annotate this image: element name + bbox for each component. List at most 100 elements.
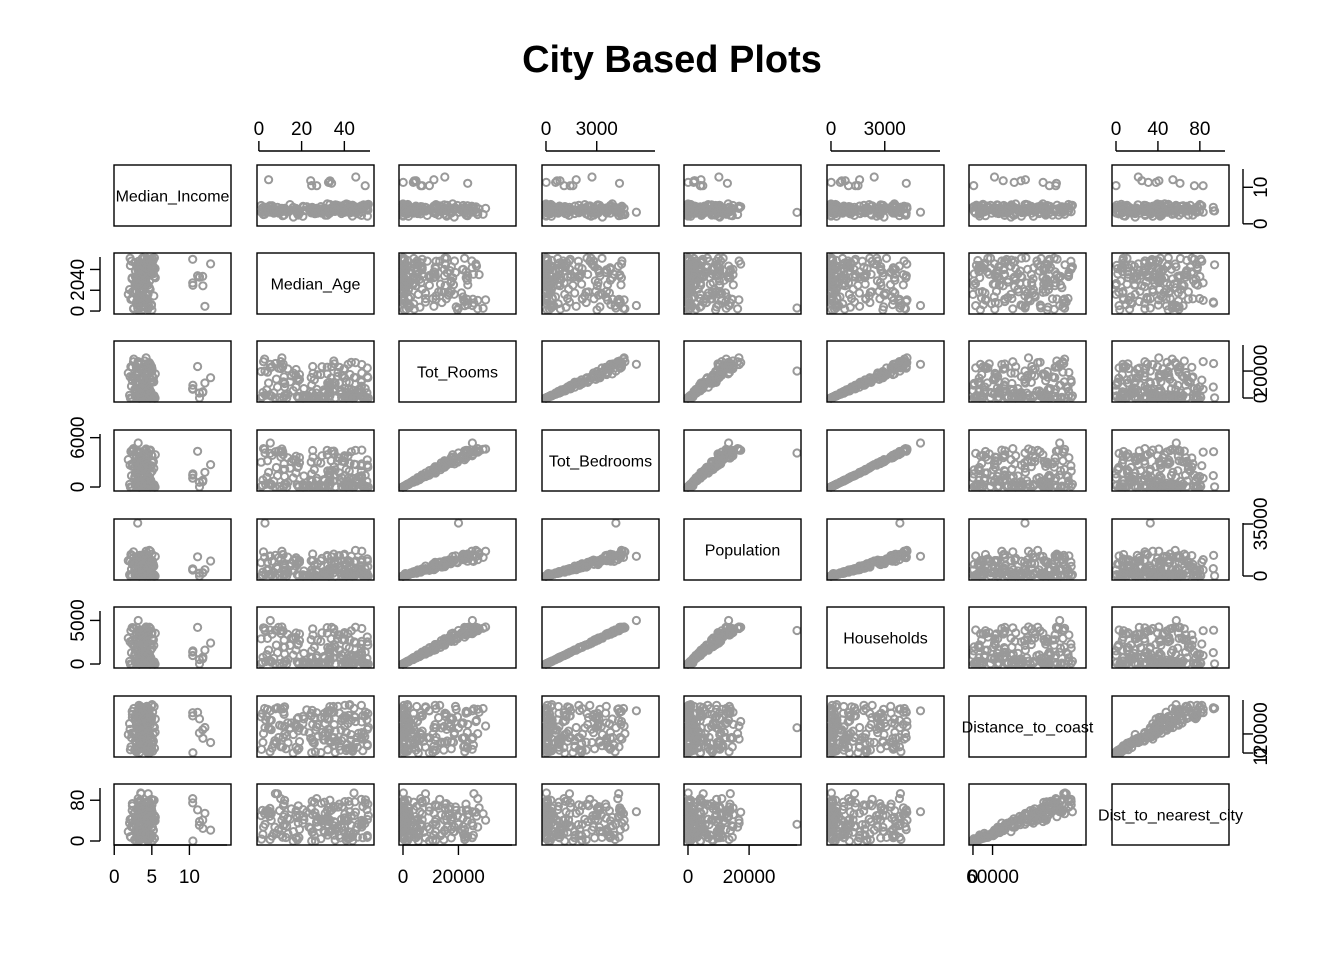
data-point — [701, 205, 712, 215]
data-point — [1197, 375, 1207, 385]
data-point — [792, 207, 802, 217]
data-point — [544, 205, 554, 215]
data-point — [614, 178, 625, 188]
data-point — [398, 177, 408, 187]
data-point — [312, 181, 322, 191]
data-point — [260, 207, 270, 217]
data-point — [439, 209, 449, 219]
data-point — [586, 211, 596, 221]
data-point — [1197, 461, 1207, 471]
panel-tot-bedrooms-vs-median-income — [113, 429, 232, 492]
panel-median-income-vs-population — [683, 164, 802, 227]
data-point — [200, 301, 210, 311]
data-point — [457, 206, 467, 216]
data-point — [976, 206, 987, 216]
data-point — [826, 177, 836, 187]
data-point — [1008, 304, 1018, 314]
panel-median-age-vs-distance-to-coast — [968, 252, 1087, 315]
data-point — [792, 448, 802, 458]
data-point — [193, 446, 203, 456]
panel-median-age-vs-population — [683, 252, 802, 315]
data-point — [424, 280, 434, 290]
variable-label-median-age: Median_Age — [271, 277, 361, 294]
data-point — [336, 208, 347, 219]
data-point — [1045, 201, 1055, 211]
data-point — [1198, 357, 1208, 367]
data-point — [881, 253, 892, 263]
data-point — [1020, 175, 1031, 185]
data-point — [1011, 199, 1021, 209]
data-point — [901, 178, 911, 188]
panel-tot-bedrooms-vs-households — [826, 429, 945, 492]
data-point — [695, 208, 705, 219]
data-point — [306, 176, 316, 186]
data-point — [990, 205, 1000, 215]
data-point — [206, 460, 216, 470]
data-point — [733, 304, 743, 314]
data-point — [206, 373, 216, 383]
variable-label-tot-bedrooms: Tot_Bedrooms — [549, 454, 652, 471]
data-point — [440, 172, 450, 182]
data-point — [631, 207, 642, 217]
data-point — [792, 303, 802, 313]
data-point — [707, 209, 717, 219]
data-point — [855, 175, 865, 185]
data-point — [1168, 175, 1178, 185]
data-point — [915, 300, 926, 311]
panel-tot-bedrooms-vs-dist-to-nearest-city — [1111, 429, 1230, 492]
panel-frame — [968, 164, 1087, 227]
data-point — [915, 438, 926, 448]
data-point — [611, 207, 621, 217]
data-point — [1175, 178, 1185, 188]
data-point — [1067, 200, 1078, 210]
panel-tot-rooms-vs-population — [683, 340, 802, 403]
data-point — [835, 177, 845, 187]
data-point — [481, 295, 491, 305]
data-point — [581, 209, 591, 219]
data-point — [915, 359, 926, 369]
data-point — [481, 203, 491, 213]
panel-median-age-vs-median-age: Median_Age — [256, 252, 375, 315]
panel-median-income-vs-dist-to-nearest-city — [1111, 164, 1230, 227]
data-point — [272, 471, 283, 481]
data-point — [714, 172, 724, 182]
data-point — [271, 462, 281, 473]
panel-tot-bedrooms-vs-distance-to-coast — [968, 429, 1087, 492]
data-point — [442, 200, 452, 210]
panel-median-income-vs-households — [826, 164, 945, 227]
data-point — [318, 205, 328, 215]
data-point — [307, 181, 317, 191]
data-point — [728, 280, 738, 290]
data-point — [565, 181, 575, 191]
panel-tot-bedrooms-vs-population — [683, 429, 802, 492]
panel-tot-rooms-vs-tot-bedrooms — [541, 340, 660, 403]
panel-frame — [113, 164, 232, 227]
data-point — [865, 205, 875, 215]
data-point — [453, 207, 464, 217]
data-point — [971, 301, 981, 311]
data-point — [689, 177, 699, 187]
data-point — [292, 209, 303, 219]
data-point — [1034, 208, 1044, 219]
panel-population-vs-median-income — [113, 518, 232, 581]
data-point — [1020, 207, 1030, 217]
data-point — [400, 205, 410, 215]
data-point — [1050, 206, 1060, 217]
data-point — [714, 200, 725, 210]
panel-median-age-vs-tot-bedrooms — [541, 252, 660, 315]
data-point — [198, 281, 208, 291]
data-point — [1210, 482, 1220, 492]
data-point — [1189, 181, 1200, 191]
data-point — [895, 207, 905, 217]
chart-title: City Based Plots — [522, 39, 822, 81]
data-point — [581, 205, 591, 215]
data-point — [1210, 393, 1220, 403]
data-point — [998, 176, 1008, 186]
data-point — [206, 556, 216, 566]
data-point — [271, 374, 281, 384]
data-point — [1208, 382, 1218, 392]
data-point — [616, 202, 627, 212]
data-point — [1154, 353, 1164, 363]
data-point — [1209, 447, 1219, 457]
panel-median-age-vs-tot-rooms — [398, 252, 517, 315]
